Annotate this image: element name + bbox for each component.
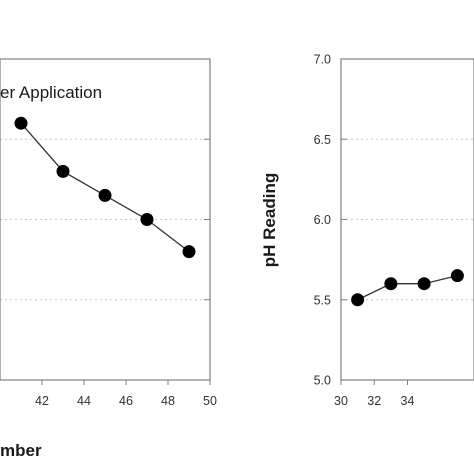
left-xtick-label-0: 42 <box>35 394 49 408</box>
left-annotation: er Application <box>0 83 102 102</box>
right-series-line-0 <box>357 275 458 301</box>
left-data-point-4 <box>182 245 196 259</box>
right-data-point-3 <box>450 269 464 283</box>
left-data-point-0 <box>14 116 28 130</box>
right-ytick-label-3: 6.5 <box>314 133 331 147</box>
left-xtick-label-2: 46 <box>119 394 133 408</box>
left-xtick-label-3: 48 <box>161 394 175 408</box>
right-xtick-label-0: 30 <box>334 394 348 408</box>
right-data-point-0 <box>351 293 365 307</box>
right-xtick-label-1: 32 <box>367 394 381 408</box>
left-series-line-0 <box>20 122 190 253</box>
right-data-point-1 <box>384 277 398 291</box>
right-xtick-label-2: 34 <box>401 394 415 408</box>
right-data-point-2 <box>417 277 431 291</box>
right-ytick-label-2: 6.0 <box>314 213 331 227</box>
left-data-point-2 <box>98 188 112 202</box>
left-xtick-label-1: 44 <box>77 394 91 408</box>
left-xtick-label-4: 50 <box>203 394 217 408</box>
right-ytick-label-4: 7.0 <box>314 53 331 67</box>
left-data-point-1 <box>56 164 70 178</box>
right-ytick-label-0: 5.0 <box>314 374 331 388</box>
left-x-axis-title: mber <box>0 441 42 460</box>
right-ytick-label-1: 5.5 <box>314 293 331 307</box>
right-y-axis-title: pH Reading <box>260 173 279 267</box>
left-data-point-3 <box>140 213 154 226</box>
right-line-chart: 30 32 34 5.0 5.5 6.0 6.5 7.0 pH Reading <box>260 53 474 408</box>
left-line-chart: 42 44 46 48 50 mber er Application <box>0 58 217 460</box>
